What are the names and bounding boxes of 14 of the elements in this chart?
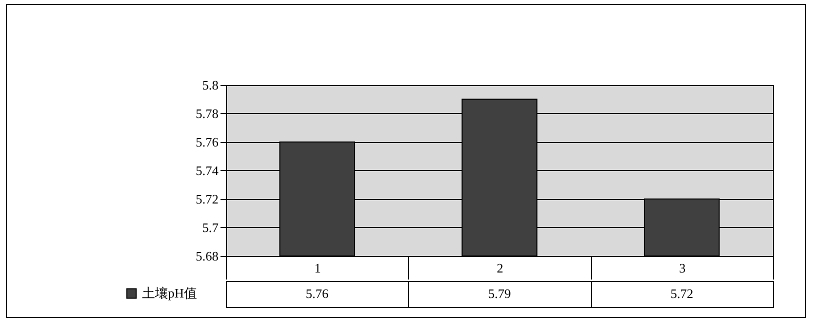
x-tick-label: 2 [496,260,504,276]
data-label: 5.72 [670,286,694,301]
y-tick-label: 5.78 [196,106,218,121]
y-tick-label: 5.76 [196,134,219,150]
y-tick-label: 5.68 [196,248,218,264]
y-tick-label: 5.72 [196,192,218,206]
data-label: 5.76 [306,286,330,301]
y-tick-label: 5.74 [196,163,219,178]
y-tick-label: 5.8 [202,78,218,92]
y-tick-label: 5.7 [202,220,219,235]
x-tick-label: 1 [314,260,321,276]
data-label: 5.79 [488,286,511,301]
x-tick-label: 3 [679,260,686,276]
legend-label: 土壤pH值 [142,286,197,300]
